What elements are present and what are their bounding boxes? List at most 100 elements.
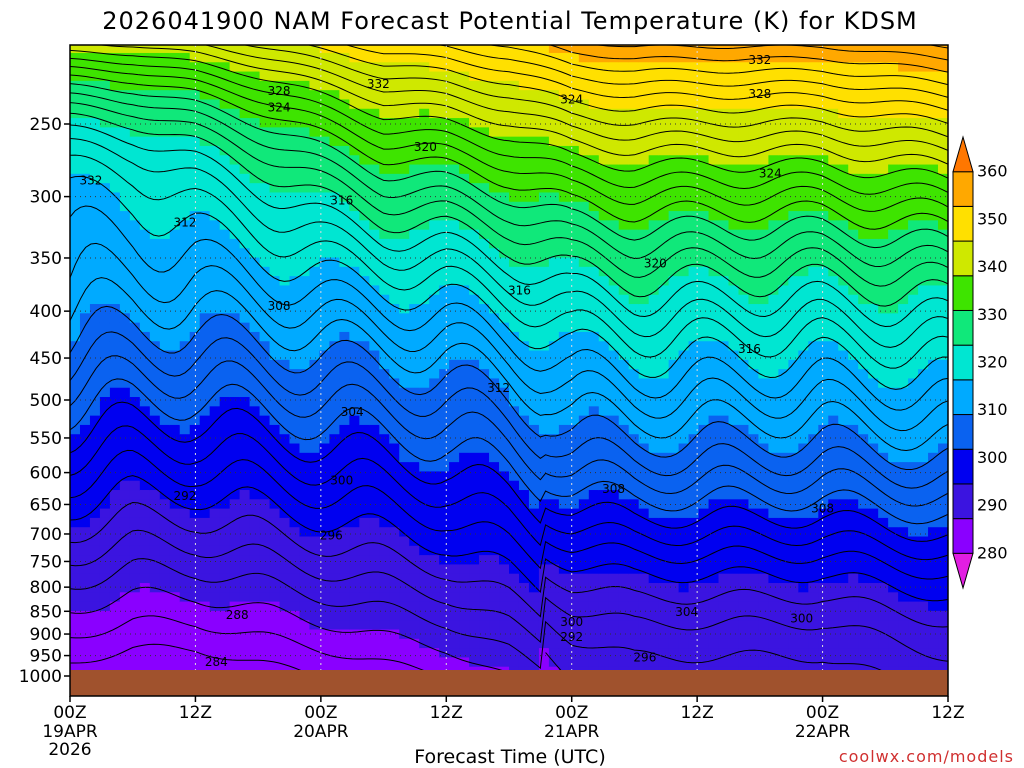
fill-cell [349,583,360,593]
fill-cell [349,322,360,333]
fill-cell [538,322,550,333]
fill-cell [439,638,450,649]
fill-cell [608,118,620,128]
fill-cell [708,211,720,221]
fill-cell [668,508,680,519]
fill-cell [129,564,141,575]
fill-cell [239,45,251,54]
fill-cell [768,657,779,668]
fill-cell [269,192,281,203]
fill-cell [359,610,370,621]
fill-cell [299,304,311,314]
fill-cell [329,434,340,445]
fill-cell [568,266,580,277]
fill-cell [688,220,700,231]
fill-cell [618,294,630,305]
fill-cell [219,285,231,296]
fill-cell [279,536,291,547]
fill-cell [389,285,400,296]
fill-cell [728,52,740,63]
fill-cell [628,359,640,370]
fill-cell [588,266,600,277]
fill-cell [439,127,450,138]
fill-cell [169,443,181,454]
fill-cell [718,638,730,649]
fill-cell [369,350,380,361]
fill-cell [119,127,131,138]
fill-cell [678,378,690,389]
fill-cell [479,490,490,500]
fill-cell [109,545,121,556]
fill-cell [668,313,680,324]
fill-cell [449,183,460,194]
fill-cell [409,434,420,445]
fill-cell [728,45,740,54]
fill-cell [768,592,779,603]
fill-cell [219,629,231,640]
fill-cell [518,62,530,73]
fill-cell [459,499,470,510]
fill-cell [469,620,480,631]
fill-cell [79,573,91,584]
fill-cell [748,136,760,147]
fill-cell [419,480,430,491]
fill-cell [249,80,261,91]
fill-cell [528,462,540,473]
fill-cell [429,90,440,101]
fill-cell [419,313,430,324]
fill-cell [329,629,340,640]
fill-cell [568,211,580,221]
fill-cell [239,415,251,426]
fill-cell [329,545,340,556]
fill-cell [548,257,560,268]
fill-cell [189,304,201,314]
fill-cell [149,490,161,500]
fill-cell [608,657,620,668]
fill-cell [229,229,241,240]
fill-cell [79,201,91,212]
fill-cell [199,527,211,538]
fill-cell [718,211,730,221]
fill-cell [618,397,630,407]
fill-cell [359,304,370,314]
fill-cell [688,434,700,445]
fill-cell [409,108,420,119]
fill-cell [469,145,480,156]
fill-cell [399,610,410,621]
fill-cell [249,508,261,519]
fill-cell [119,118,131,128]
fill-cell [309,331,321,342]
fill-cell [439,378,450,389]
fill-cell [299,90,311,101]
fill-cell [518,45,530,54]
fill-cell [419,294,430,305]
fill-cell [538,573,550,584]
fill-cell [159,601,171,612]
fill-cell [189,266,201,277]
fill-cell [259,424,271,435]
fill-cell [289,397,301,407]
fill-cell [119,536,131,547]
fill-cell [578,499,590,510]
fill-cell [648,527,660,538]
fill-cell [419,80,430,91]
fill-cell [419,397,430,407]
fill-cell [99,62,111,73]
fill-cell [309,508,321,519]
fill-cell [409,304,420,314]
fill-cell [698,397,710,407]
fill-cell [768,183,779,194]
fill-cell [369,136,380,147]
fill-cell [299,592,311,603]
fill-cell [499,369,510,380]
fill-cell [748,387,760,398]
fill-cell [359,415,370,426]
fill-cell [648,80,660,91]
fill-cell [538,136,550,147]
fill-cell [718,462,730,473]
fill-cell [708,638,720,649]
fill-cell [359,657,370,668]
fill-cell [169,285,181,296]
fill-cell [528,378,540,389]
fill-cell [618,257,630,268]
